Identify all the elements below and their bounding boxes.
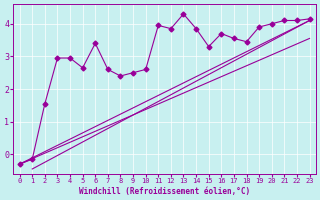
X-axis label: Windchill (Refroidissement éolien,°C): Windchill (Refroidissement éolien,°C) (79, 187, 250, 196)
